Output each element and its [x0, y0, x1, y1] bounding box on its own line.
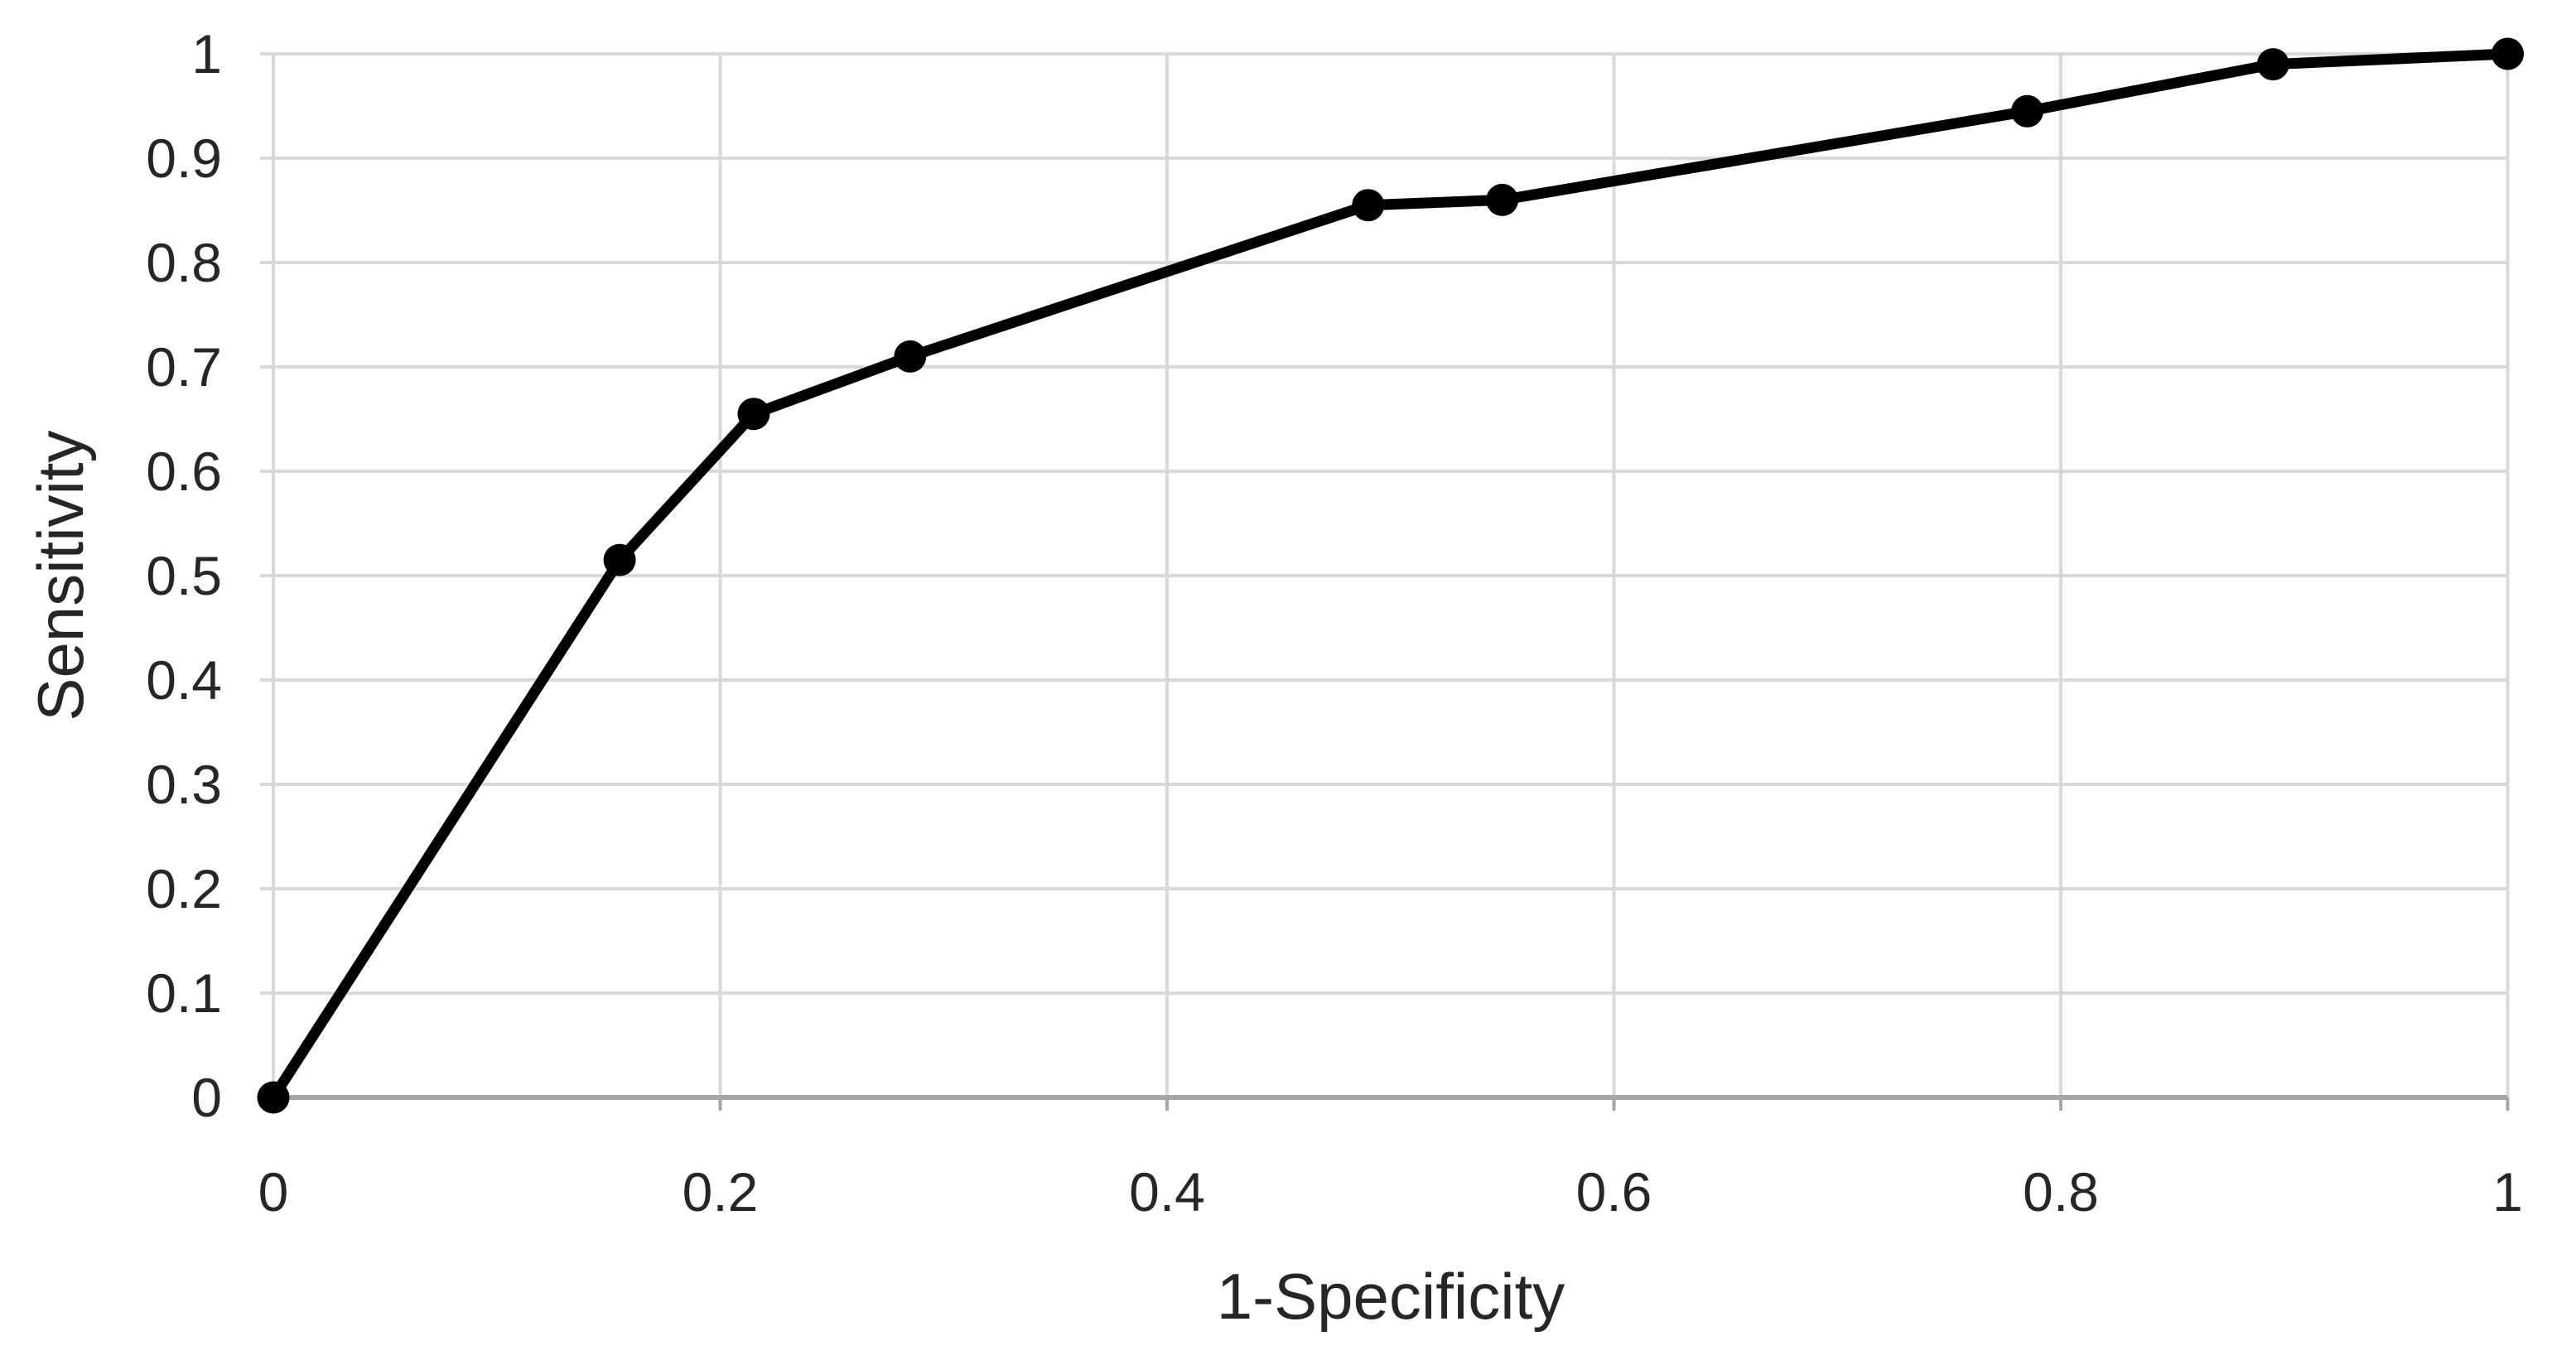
- data-point-marker: [1352, 189, 1385, 222]
- y-tick-label: 0.4: [146, 649, 222, 711]
- x-tick-label: 0.2: [683, 1161, 759, 1223]
- data-point-marker: [603, 543, 636, 576]
- y-axis-title: Sensitivity: [24, 430, 97, 721]
- data-point-marker: [2492, 37, 2524, 70]
- x-tick-label: 0.8: [2023, 1161, 2099, 1223]
- x-tick-label: 0: [258, 1161, 289, 1223]
- x-tick-label: 1: [2492, 1161, 2523, 1223]
- data-point-marker: [2256, 48, 2289, 81]
- x-axis-title: 1-Specificity: [1217, 1260, 1565, 1333]
- y-tick-label: 1: [191, 23, 222, 84]
- axis-group: [260, 52, 2510, 1111]
- grid-group: [272, 52, 2510, 1097]
- y-tick-label: 0.8: [146, 232, 222, 293]
- y-tick-label: 0.3: [146, 754, 222, 815]
- tick-label-group: 0 0.2 0.4 0.6 0.8 1 0 0.1 0.2 0.3 0.4 0.5 0.6 0.7 0.8 0…: [146, 23, 2523, 1223]
- x-tick-label: 0.6: [1576, 1161, 1652, 1223]
- y-tick-label: 0.2: [146, 858, 222, 919]
- data-point-marker: [737, 398, 770, 431]
- series-group: [257, 37, 2524, 1114]
- data-point-marker: [257, 1081, 290, 1114]
- data-point-marker: [1486, 183, 1519, 216]
- y-tick-label: 0.5: [146, 545, 222, 606]
- y-tick-label: 0: [191, 1067, 222, 1128]
- x-tick-label: 0.4: [1129, 1161, 1205, 1223]
- y-tick-label: 0.9: [146, 128, 222, 189]
- y-tick-label: 0.6: [146, 441, 222, 502]
- y-tick-label: 0.7: [146, 336, 222, 398]
- y-tick-label: 0.1: [146, 962, 222, 1024]
- data-point-marker: [894, 340, 927, 373]
- data-point-marker: [2011, 94, 2044, 128]
